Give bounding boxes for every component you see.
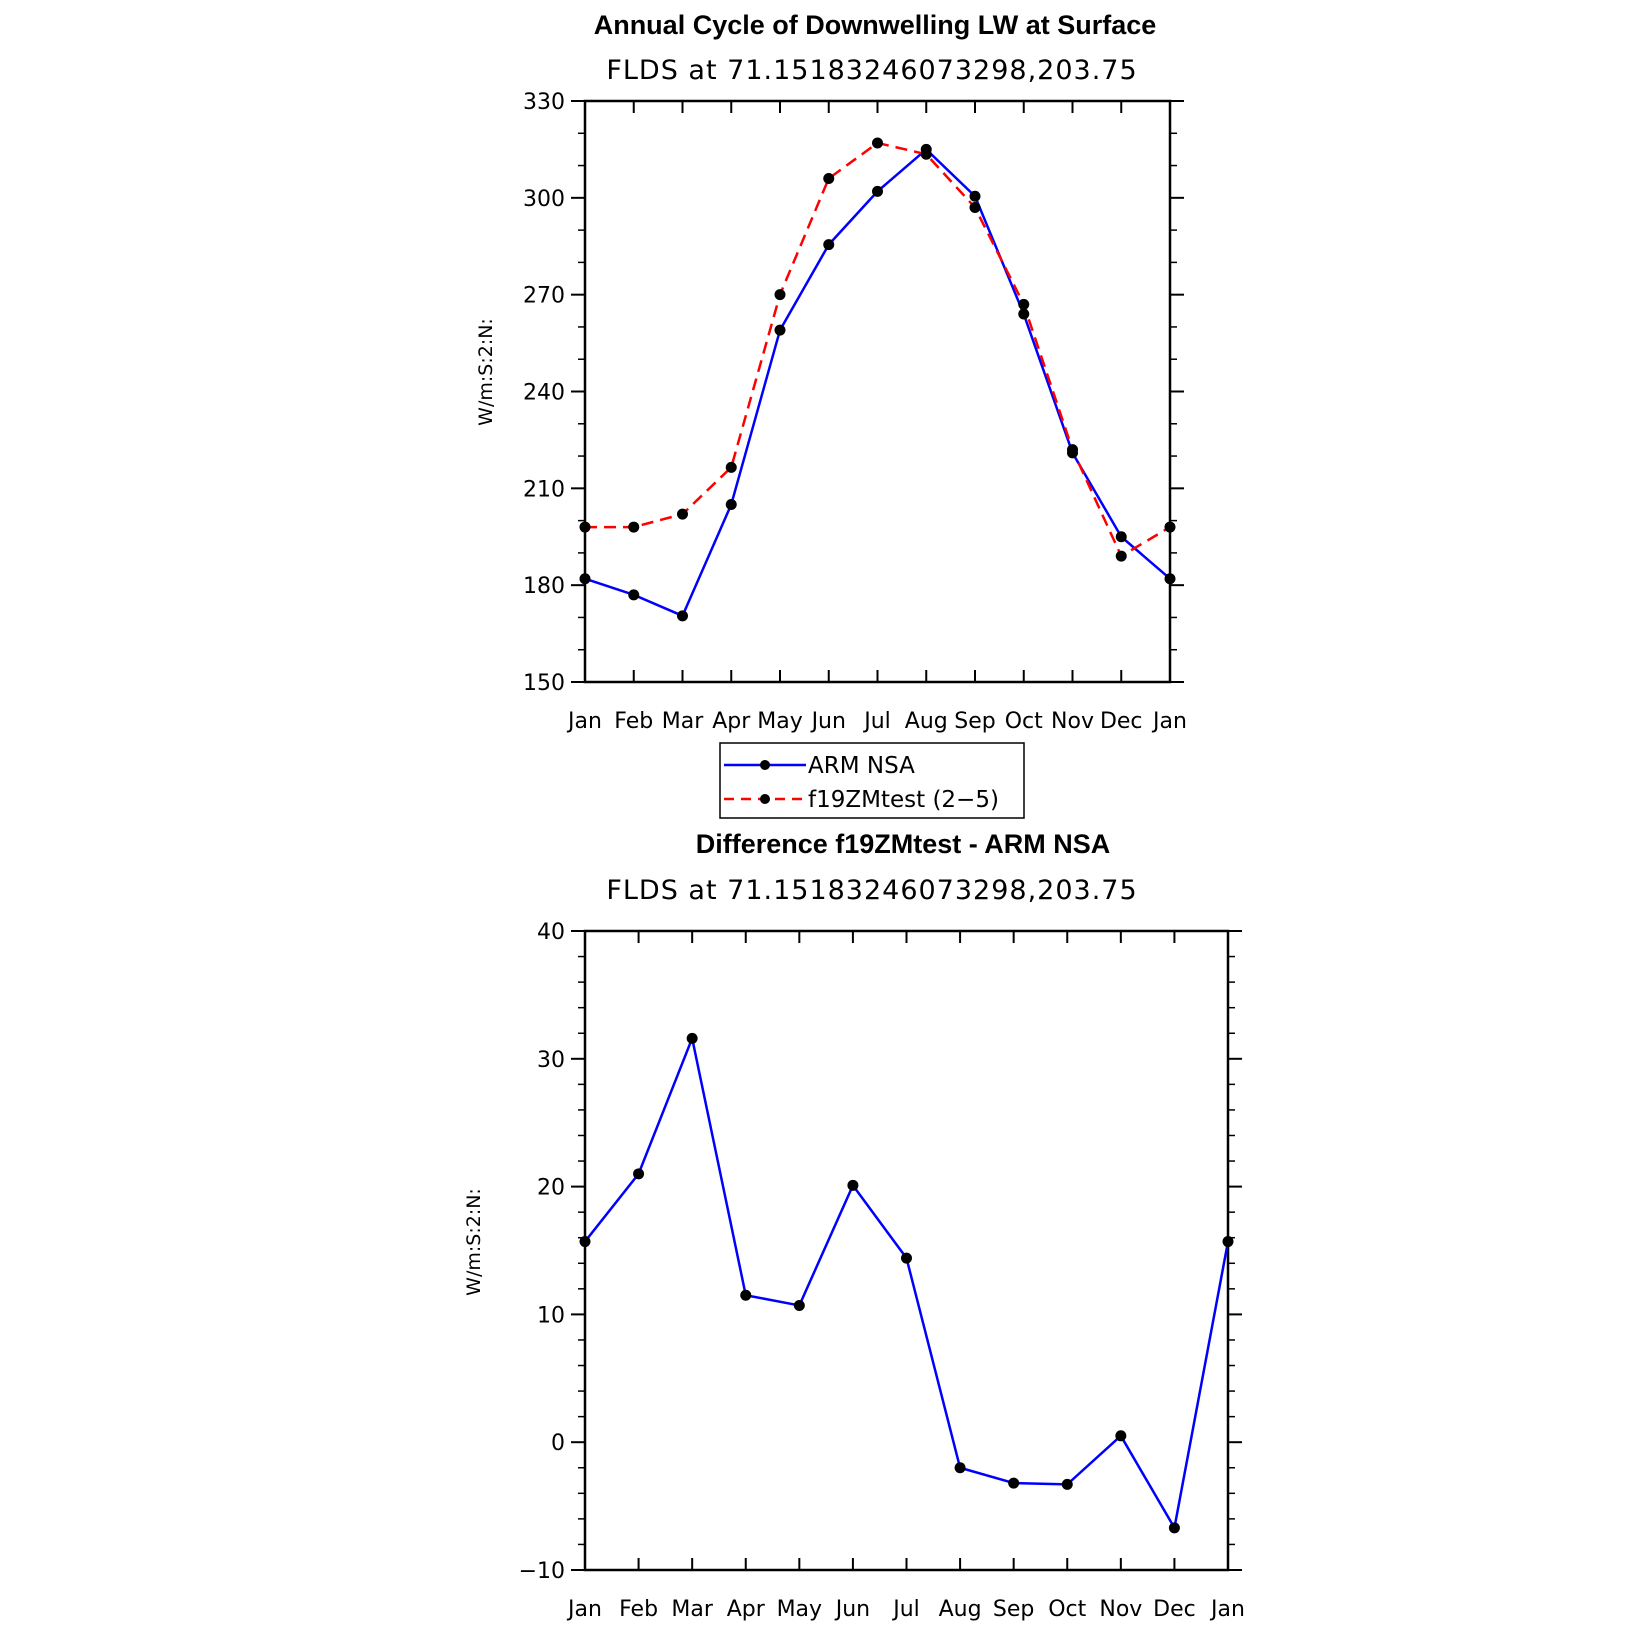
- chart2-series-0-point: [901, 1252, 912, 1264]
- chart1-series-0-point: [1115, 531, 1127, 543]
- chart2-x-tick-label: Jan: [1209, 1597, 1245, 1622]
- chart1-series-1-point: [872, 137, 883, 149]
- chart2-series-0-point: [847, 1179, 859, 1191]
- chart2-title: Difference f19ZMtest - ARM NSA: [696, 829, 1111, 859]
- chart2-series-0-point: [1222, 1236, 1234, 1248]
- chart2-series-0-point: [954, 1462, 966, 1474]
- chart1-series-0-point: [969, 190, 981, 202]
- chart1-x-tick-label: Apr: [712, 709, 751, 734]
- chart2-series-0-point: [1061, 1478, 1073, 1490]
- chart2-x-tick-label: Apr: [727, 1597, 766, 1622]
- chart1-axes: Jan Feb Mar Apr May Jun Jul Aug Sep Oct Nov Dec Jan1…: [523, 90, 1187, 734]
- chart2-y-tick-label: −10: [519, 1559, 565, 1584]
- chart1-x-tick-label: Jan: [1151, 709, 1187, 734]
- chart1-x-tick-label: Feb: [614, 709, 653, 734]
- chart2-series-line-0: [584, 1037, 1230, 1530]
- chart1-series-1-point: [823, 172, 835, 184]
- chart1-x-tick-label: May: [757, 709, 802, 734]
- chart1-series-0-point: [579, 573, 591, 585]
- chart1-series-1-point: [579, 521, 591, 533]
- chart1-series-0-point: [1018, 308, 1030, 320]
- chart1-y-tick-label: 270: [523, 284, 565, 309]
- chart1-series-group: [579, 137, 1176, 622]
- chart1-series-1-point: [1067, 444, 1078, 456]
- legend-marker-f19zmtest: [760, 794, 770, 804]
- chart1-x-tick-label: Jan: [566, 709, 602, 734]
- chart2-series-0-point: [633, 1168, 645, 1180]
- chart1-series-0-point: [872, 185, 883, 197]
- chart2-series-0-point: [793, 1299, 805, 1311]
- chart1-y-tick-label: 240: [523, 381, 565, 406]
- chart2-series-0-point: [1008, 1477, 1020, 1489]
- chart2-series-0-point: [686, 1032, 698, 1044]
- chart1-series-0-point: [677, 610, 688, 622]
- chart2-y-tick-label: 0: [551, 1431, 565, 1456]
- chart1-x-tick-label: Dec: [1100, 709, 1143, 734]
- annual-cycle-chart: Annual Cycle of Downwelling LW at Surfac…: [475, 10, 1187, 819]
- chart2-x-tick-label: Jul: [891, 1597, 920, 1622]
- chart2-y-tick-label: 30: [537, 1048, 565, 1073]
- chart2-series-0-point: [579, 1236, 591, 1248]
- chart1-legend: ARM NSA f19ZMtest (2−5): [719, 742, 1025, 819]
- chart1-x-tick-label: Nov: [1051, 709, 1094, 734]
- chart1-series-1-point: [920, 148, 932, 160]
- chart1-series-1-point: [725, 461, 737, 473]
- chart1-y-tick-label: 300: [523, 187, 565, 212]
- chart1-series-0-point: [1164, 573, 1176, 585]
- chart2-x-tick-label: Oct: [1048, 1597, 1086, 1622]
- chart1-series-0-point: [774, 324, 786, 336]
- chart1-x-tick-label: Oct: [1005, 709, 1043, 734]
- chart1-series-1-point: [774, 289, 786, 301]
- chart2-axes: Jan Feb Mar Apr May Jun Jul Aug Sep Oct Nov Dec Jan−…: [519, 920, 1245, 1622]
- chart2-y-axis-label: W/m:S:2:N:: [463, 1188, 485, 1296]
- chart1-series-0-point: [725, 498, 737, 510]
- chart1-y-tick-label: 150: [523, 671, 565, 696]
- chart2-series-0-point: [740, 1289, 752, 1301]
- chart2-x-tick-label: Nov: [1099, 1597, 1142, 1622]
- chart1-x-tick-label: Jul: [862, 709, 891, 734]
- chart1-series-line-0: [584, 148, 1171, 618]
- chart2-x-tick-label: Mar: [671, 1597, 713, 1622]
- chart2-x-tick-label: May: [777, 1597, 822, 1622]
- chart2-x-tick-label: Dec: [1153, 1597, 1196, 1622]
- chart1-x-tick-label: Sep: [954, 709, 995, 734]
- chart1-x-tick-label: Mar: [662, 709, 704, 734]
- chart2-y-tick-label: 10: [537, 1303, 565, 1328]
- chart2-series-group: [579, 1032, 1234, 1534]
- chart2-plot-frame: [583, 929, 1230, 1572]
- chart1-title: Annual Cycle of Downwelling LW at Surfac…: [594, 10, 1157, 40]
- chart2-x-tick-label: Aug: [939, 1597, 982, 1622]
- chart2-y-tick-label: 40: [537, 920, 565, 945]
- chart2-subtitle: FLDS at 71.15183246073298,203.75: [606, 875, 1137, 906]
- chart2-x-tick-label: Feb: [619, 1597, 658, 1622]
- legend-label-arm-nsa: ARM NSA: [808, 753, 915, 779]
- chart1-series-1-point: [1164, 521, 1176, 533]
- chart2-x-tick-label: Jan: [566, 1597, 602, 1622]
- difference-chart: Difference f19ZMtest - ARM NSA FLDS at 7…: [463, 829, 1245, 1622]
- chart2-series-0-point: [1115, 1430, 1127, 1442]
- chart1-series-1-point: [969, 202, 981, 214]
- chart1-x-tick-label: Aug: [905, 709, 948, 734]
- chart1-y-tick-label: 330: [523, 90, 565, 115]
- chart1-series-1-point: [677, 508, 688, 520]
- chart2-series-0-point: [1168, 1522, 1180, 1534]
- chart1-series-line-1: [585, 141, 1171, 558]
- chart2-x-tick-label: Sep: [993, 1597, 1034, 1622]
- chart1-series-1-point: [1115, 550, 1127, 562]
- chart1-subtitle: FLDS at 71.15183246073298,203.75: [606, 55, 1137, 86]
- legend-label-f19zmtest: f19ZMtest (2−5): [808, 787, 999, 813]
- chart1-series-1-point: [1018, 298, 1030, 310]
- chart1-x-tick-label: Jun: [810, 709, 846, 734]
- legend-box: [719, 742, 1025, 819]
- legend-marker-arm-nsa: [760, 760, 770, 770]
- chart1-series-0-point: [823, 239, 835, 251]
- chart1-y-tick-label: 210: [523, 477, 565, 502]
- chart2-y-tick-label: 20: [537, 1176, 565, 1201]
- chart1-y-axis-label: W/m:S:2:N:: [475, 318, 497, 426]
- chart2-x-tick-label: Jun: [834, 1597, 870, 1622]
- chart1-series-1-point: [628, 521, 640, 533]
- chart1-y-tick-label: 180: [523, 574, 565, 599]
- chart1-series-0-point: [628, 589, 640, 601]
